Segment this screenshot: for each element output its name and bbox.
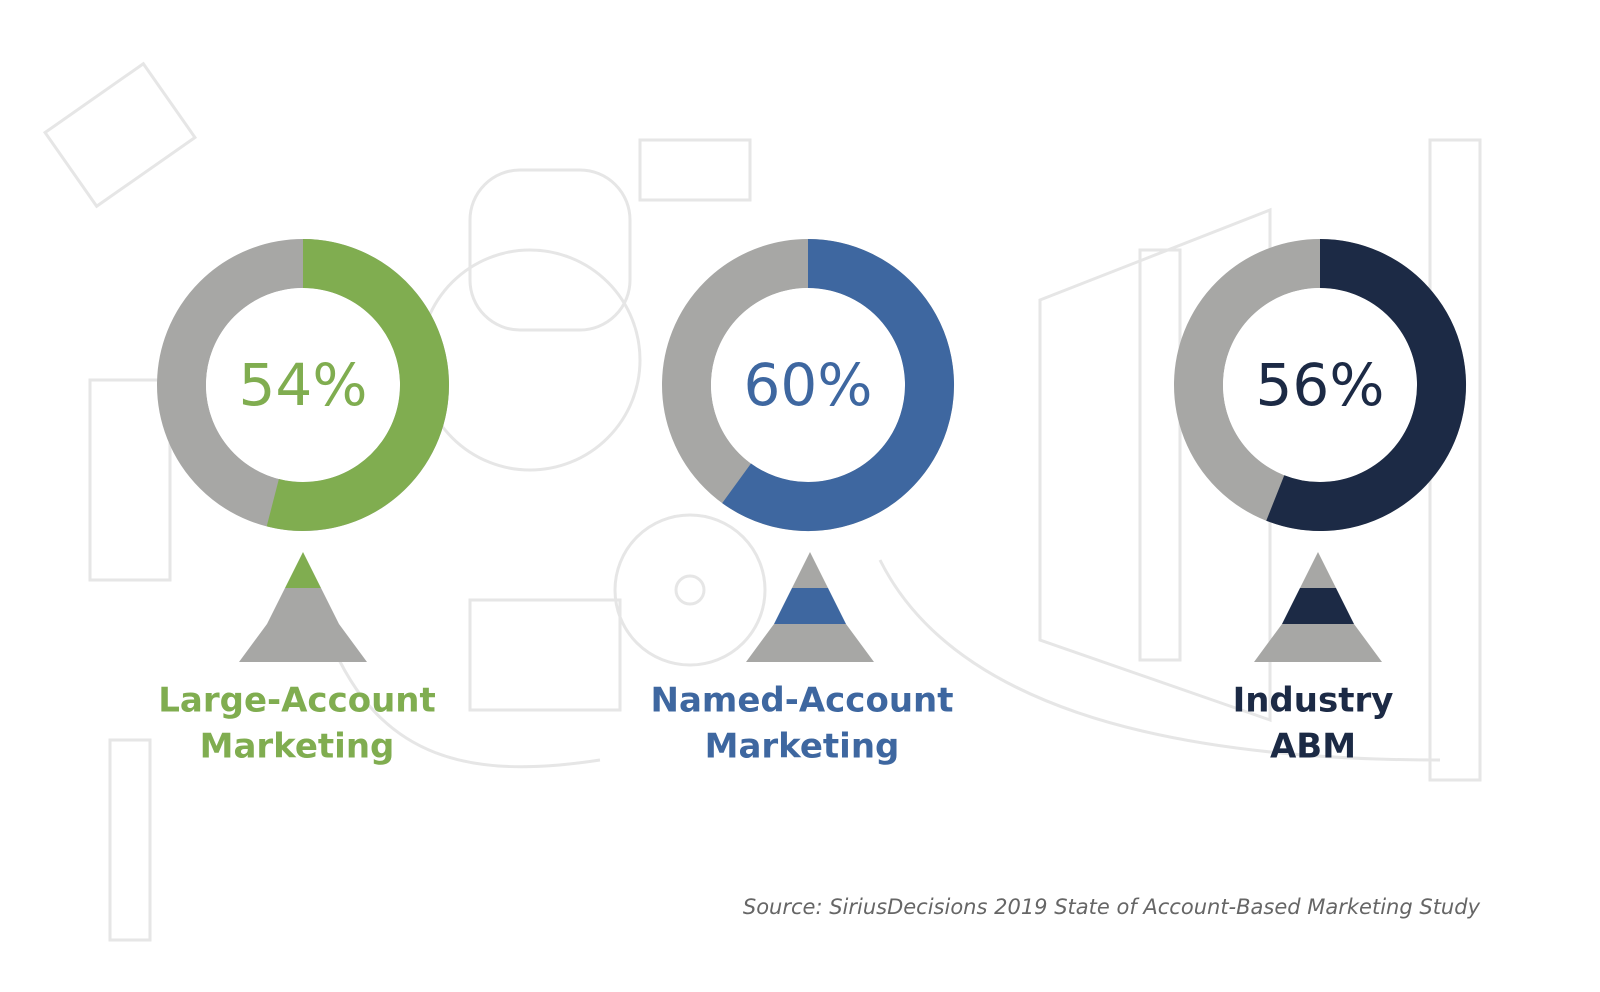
pyramid-tier	[792, 552, 828, 588]
donut-hole	[1223, 288, 1417, 482]
category-title: Industry	[1233, 681, 1394, 721]
pyramid-tier	[1282, 588, 1354, 624]
value-label: 54%	[239, 351, 368, 419]
category-title: Named-Account	[651, 681, 954, 721]
source-note: Source: SiriusDecisions 2019 State of Ac…	[743, 895, 1481, 919]
pyramid-icons	[239, 552, 1382, 662]
pyramid-tier	[774, 588, 846, 624]
donut-hole	[206, 288, 400, 482]
pyramid-tier	[239, 624, 367, 662]
category-title: Marketing	[200, 727, 395, 767]
pyramid-tier	[267, 588, 339, 624]
pyramid-tier	[1300, 552, 1336, 588]
donut-hole	[711, 288, 905, 482]
donut-arc	[1266, 239, 1466, 531]
pyramid-tier	[1254, 624, 1382, 662]
background-art	[42, 61, 1482, 942]
value-label: 56%	[1256, 351, 1385, 419]
category-title: ABM	[1270, 727, 1356, 767]
value-label: 60%	[744, 351, 873, 419]
donut-arc	[722, 239, 954, 531]
donut-arc	[266, 239, 449, 531]
category-title: Marketing	[705, 727, 900, 767]
category-title: Large-Account	[158, 681, 436, 721]
pyramid-tier	[746, 624, 874, 662]
pyramid-tier	[285, 552, 321, 588]
